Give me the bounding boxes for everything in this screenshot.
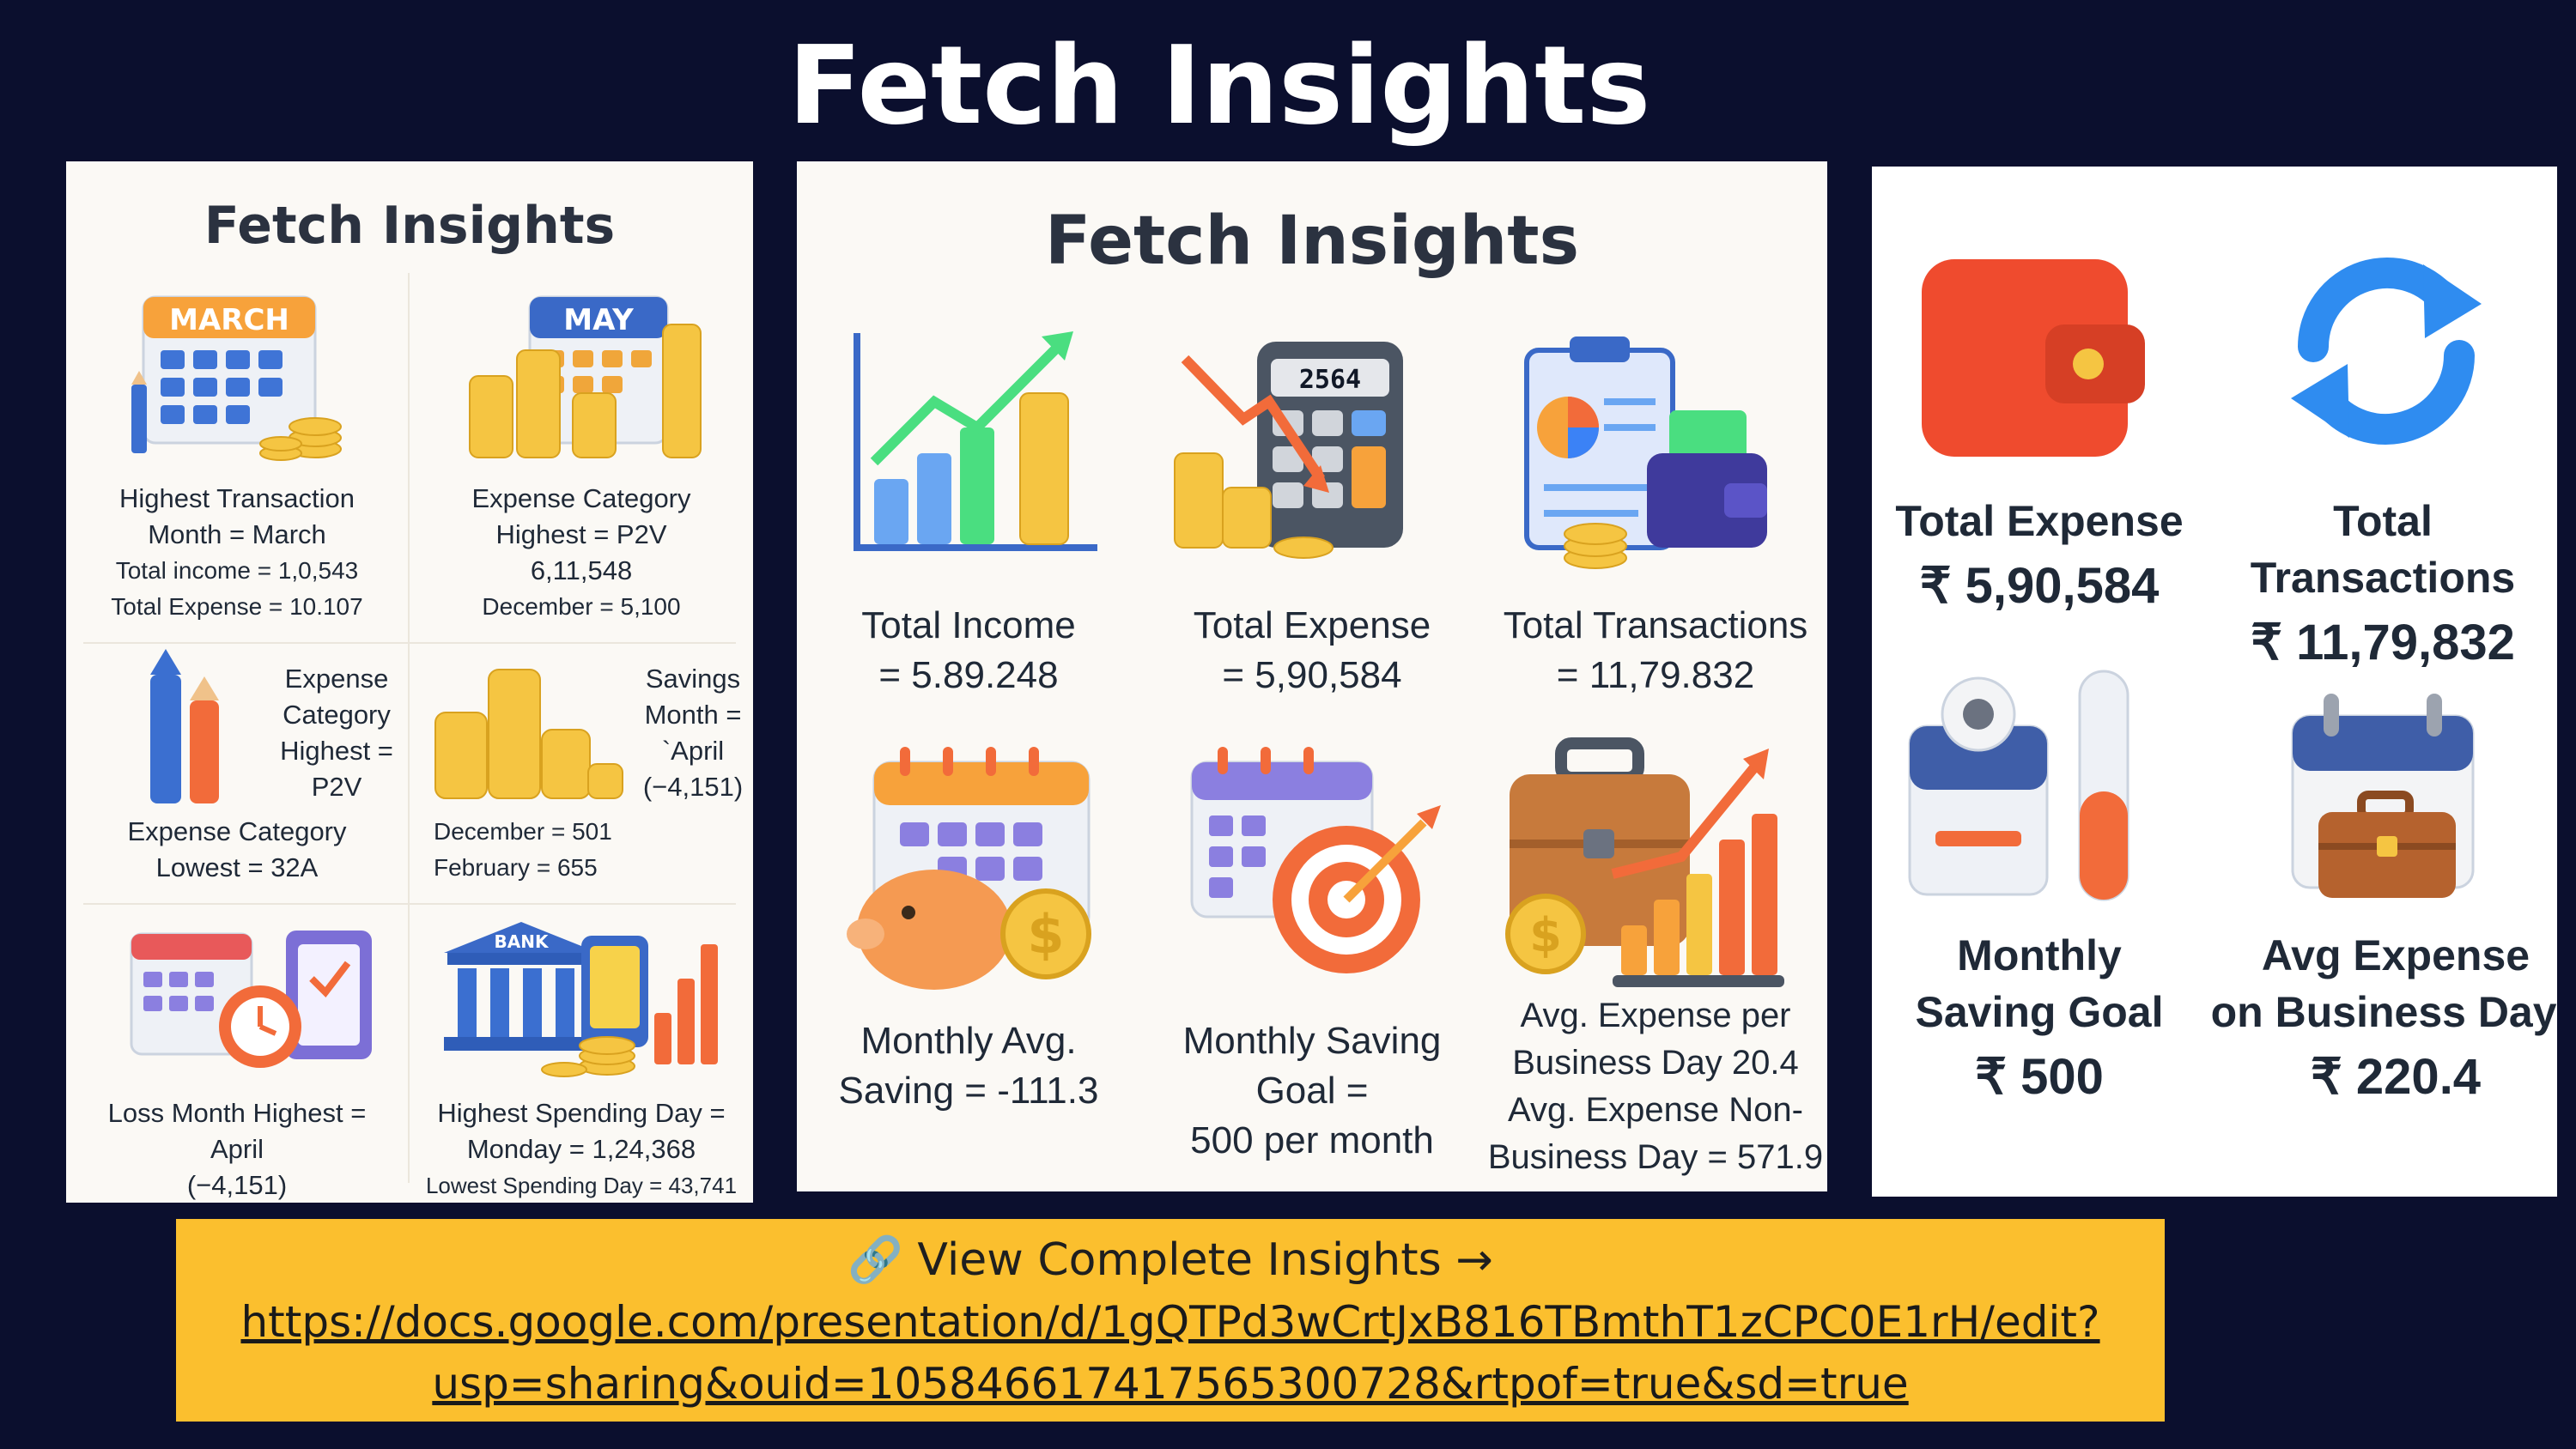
card-text-total-transactions: Total Transactions ₹ 11,79,832 xyxy=(2250,497,2516,670)
target-icon xyxy=(1190,747,1441,973)
card-text-avg-expense-business-days: Avg Expense on Business Days ₹ 220.4 xyxy=(2210,931,2557,1105)
calendar-label-march: MARCH xyxy=(169,303,289,337)
pencils-icon xyxy=(150,649,219,803)
bank-label: BANK xyxy=(495,931,550,952)
insight-cell-loss-month: Loss Month Highest = April (−4,151) xyxy=(66,905,408,1203)
calendar-coins-icon: MARCH xyxy=(131,295,342,461)
page-title: Fetch Insights xyxy=(787,22,1651,149)
insight-cell-category-lowest: Expense Category Highest = P2V Expense C… xyxy=(66,644,408,903)
goal-tracker-icon xyxy=(1908,670,2129,901)
growth-chart-icon xyxy=(854,331,1097,551)
insight-cell-highest-month: MARCH Highest Transaction Month = March … xyxy=(66,282,408,642)
banner-lead-text: View Complete Insights → xyxy=(917,1234,1493,1286)
card-text-monthly-avg-saving: Monthly Avg. Saving = -111.3 xyxy=(838,1020,1099,1112)
bank-chart-icon: BANK xyxy=(444,922,718,1077)
calendar-label-may: MAY xyxy=(563,303,634,337)
svg-text:$: $ xyxy=(1027,903,1064,966)
insight-text-spending-day: Highest Spending Day = Monday = 1,24,368… xyxy=(425,1098,738,1198)
insight-text-loss-month: Loss Month Highest = April (−4,151) xyxy=(107,1098,367,1200)
calendar-clock-icon xyxy=(130,931,372,1068)
wallet-icon xyxy=(1922,259,2145,457)
piggy-bank-icon: $ xyxy=(847,747,1091,990)
card-text-total-expense: Total Expense = 5,90,584 xyxy=(1193,604,1431,696)
card-text-total-expense: Total Expense ₹ 5,90,584 xyxy=(1895,497,2184,614)
coin-stacks-icon xyxy=(434,669,623,799)
insights-url-link-line-1[interactable]: https://docs.google.com/presentation/d/1… xyxy=(240,1297,2100,1347)
insight-cell-expense-category: MAY Expense Category Highest = P2V 6,11,… xyxy=(410,282,753,642)
link-icon: 🔗 xyxy=(848,1234,903,1286)
briefcase-chart-icon: $ xyxy=(1505,737,1784,987)
left-insights-panel: Fetch Insights MARCH Highest Transaction… xyxy=(66,161,753,1203)
insights-link-banner: 🔗 View Complete Insights → https://docs.… xyxy=(176,1219,2165,1422)
svg-text:$: $ xyxy=(1529,908,1562,962)
right-insights-panel: Total Expense ₹ 5,90,584 Total Transacti… xyxy=(1872,167,2557,1197)
insight-side-text-category-highest: Expense Category Highest = P2V xyxy=(280,664,393,802)
calendar-coins-icon: MAY xyxy=(469,295,702,458)
mid-panel-title: Fetch Insights xyxy=(1044,203,1580,280)
left-panel-title: Fetch Insights xyxy=(204,196,616,256)
calculator-display: 2564 xyxy=(1299,365,1361,395)
card-text-total-income: Total Income = 5.89.248 xyxy=(861,604,1076,696)
insight-cell-spending-day: BANK Highest Spending Day = Monday = 1,2… xyxy=(410,905,753,1203)
insight-text-expense-category: Expense Category Highest = P2V 6,11,548 … xyxy=(471,483,691,620)
calendar-briefcase-icon xyxy=(2291,694,2475,898)
banner-lead: 🔗 View Complete Insights → xyxy=(176,1229,2165,1291)
insight-text-category-lowest: Expense Category Lowest = 32A xyxy=(127,816,347,882)
insight-side-text-savings-month: Savings Month = `April (−4,151) xyxy=(642,664,744,802)
refresh-icon xyxy=(2291,257,2482,446)
card-text-monthly-saving-goal: Monthly Saving Goal ₹ 500 xyxy=(1915,931,2164,1105)
insight-text-savings-month: December = 501 February = 655 xyxy=(434,818,612,881)
clipboard-wallet-icon xyxy=(1524,336,1767,569)
card-text-monthly-saving-goal: Monthly Saving Goal = 500 per month xyxy=(1182,1020,1442,1161)
calculator-icon: 2564 xyxy=(1174,342,1403,559)
card-text-total-transactions: Total Transactions = 11,79.832 xyxy=(1503,604,1808,696)
middle-insights-panel: Fetch Insights Total Income = 5.89.248 2… xyxy=(797,161,1827,1191)
insight-text-highest-month: Highest Transaction Month = March Total … xyxy=(111,483,363,620)
insights-url-link-line-2[interactable]: usp=sharing&ouid=105846617417565300728&r… xyxy=(432,1359,1909,1409)
card-text-avg-expense-business-day: Avg. Expense per Business Day 20.4 Avg. … xyxy=(1487,997,1824,1176)
insight-cell-savings-month: Savings Month = `April (−4,151) December… xyxy=(410,644,753,903)
